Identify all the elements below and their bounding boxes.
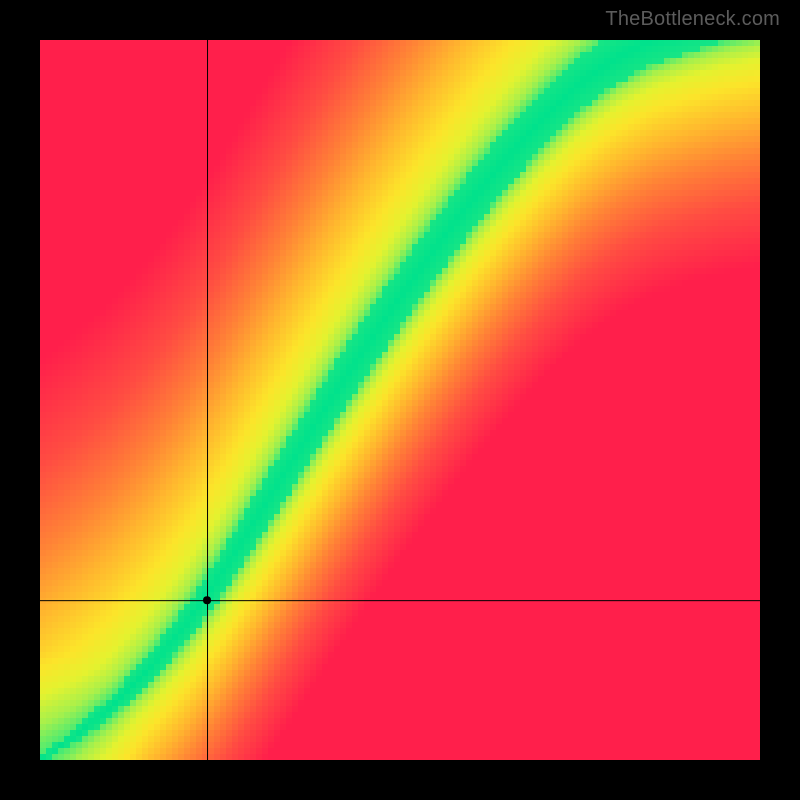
bottleneck-heatmap [40,40,760,760]
watermark-text: TheBottleneck.com [605,8,780,31]
